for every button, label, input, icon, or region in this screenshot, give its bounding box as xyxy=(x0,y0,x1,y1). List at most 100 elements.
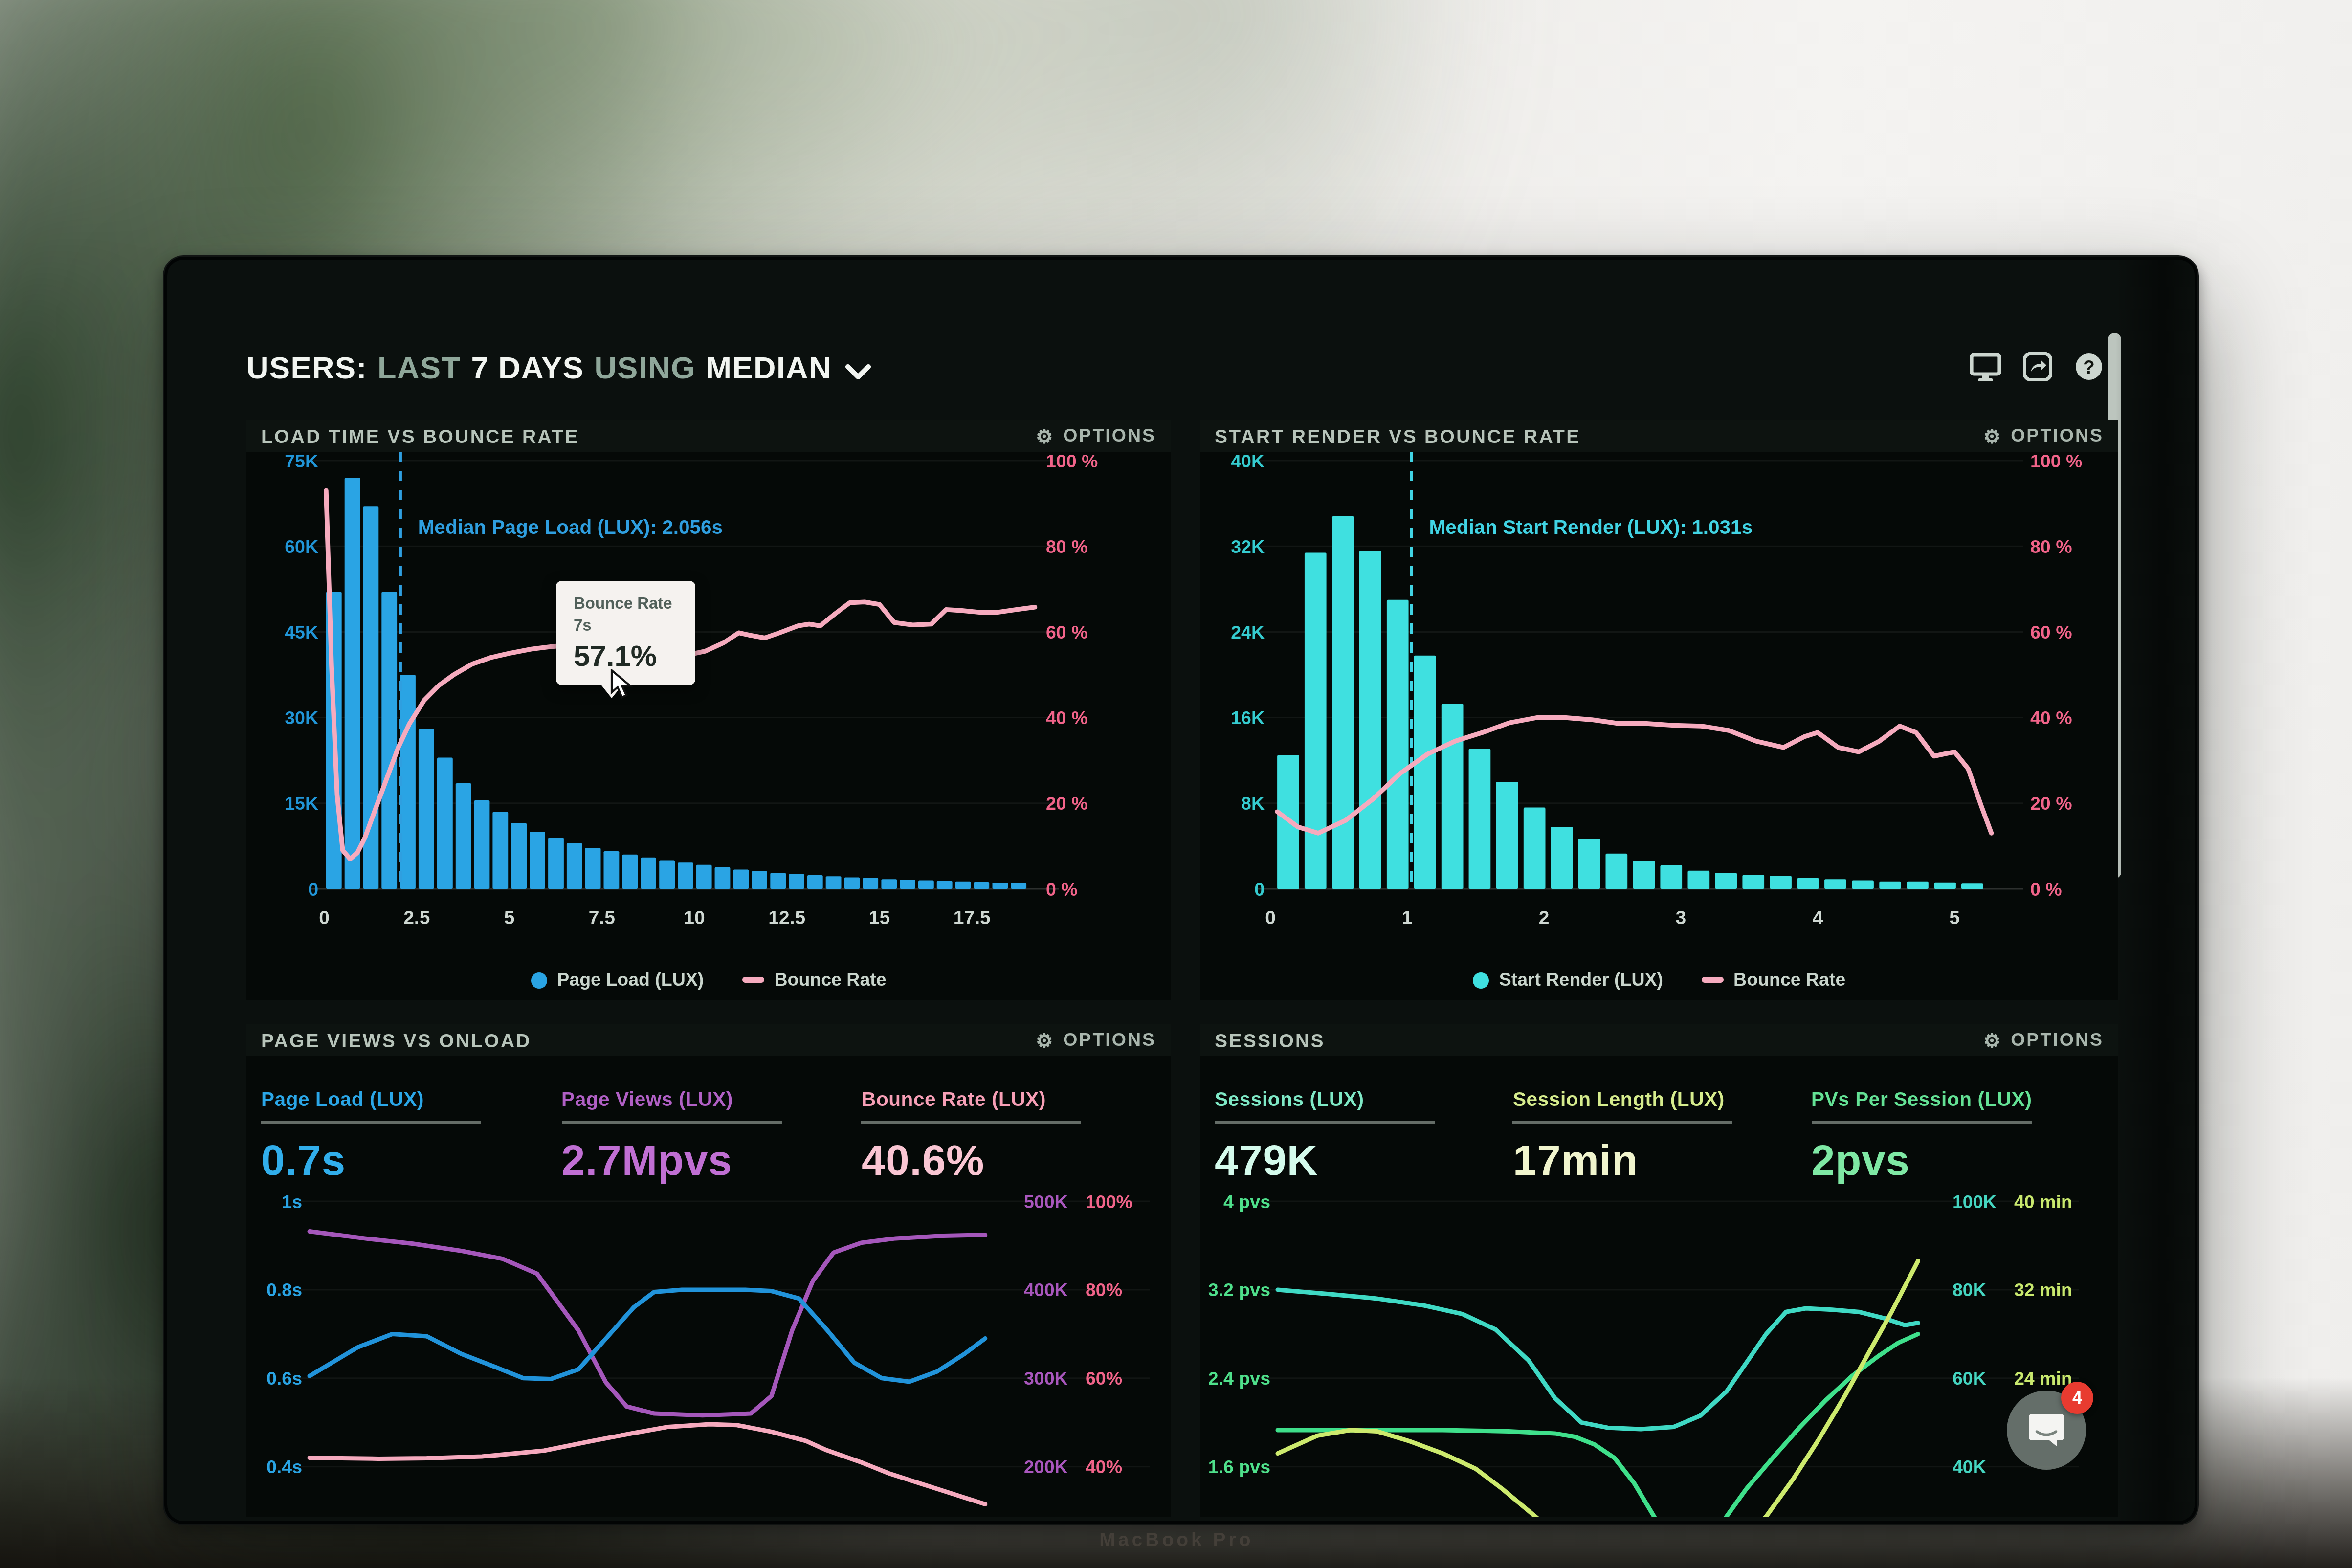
y-left-tick: 2.4 pvs xyxy=(1208,1368,1270,1389)
bar xyxy=(733,869,749,889)
page-title[interactable]: USERS:LAST7 DAYSUSINGMEDIAN xyxy=(246,351,871,389)
y-left-tick: 30K xyxy=(285,707,318,728)
metric-value: 40.6% xyxy=(862,1137,1156,1185)
bar xyxy=(993,883,1008,889)
bar xyxy=(511,823,527,889)
series-line xyxy=(310,1232,985,1415)
panel-load-time-vs-bounce-rate: LOAD TIME VS BOUNCE RATE ⚙OPTIONS 75K 100… xyxy=(246,420,1171,1000)
metric-pvs-per-session: PVs Per Session (LUX) 2pvs xyxy=(1811,1056,2104,1181)
bar xyxy=(1551,827,1573,889)
bar xyxy=(1797,878,1819,889)
metric-value: 2pvs xyxy=(1811,1137,2104,1185)
tooltip-bucket: 7s xyxy=(574,616,681,634)
share-icon[interactable] xyxy=(2023,352,2052,381)
y-left-tick: 4 pvs xyxy=(1223,1192,1270,1212)
tooltip-series: Bounce Rate xyxy=(574,594,681,612)
y-right-tick: 40 % xyxy=(1046,707,1087,728)
bars xyxy=(1277,516,1983,889)
legend-label: Page Load (LUX) xyxy=(557,970,704,990)
panel-title: LOAD TIME VS BOUNCE RATE xyxy=(261,425,579,447)
chevron-down-icon[interactable] xyxy=(845,353,871,389)
display-icon[interactable] xyxy=(1970,353,2001,381)
legend-item: Start Render (LUX) xyxy=(1473,970,1663,990)
y-left-tick: 24K xyxy=(1231,622,1265,642)
metrics-row: Sessions (LUX) 479K Session Length (LUX)… xyxy=(1215,1056,2109,1181)
bar xyxy=(1907,882,1929,889)
page-views-onload-chart: 1s500K100%0.8s400K80%0.6s300K60%0.4s200K… xyxy=(246,1181,1171,1517)
options-button[interactable]: ⚙OPTIONS xyxy=(1036,425,1156,446)
y-right-tick: 60% xyxy=(1086,1368,1122,1389)
metric-underline xyxy=(261,1121,481,1124)
bar xyxy=(492,812,508,889)
legend-dash-marker xyxy=(1701,977,1723,983)
metric-bounce-rate: Bounce Rate (LUX) 40.6% xyxy=(862,1056,1156,1181)
bar xyxy=(1578,839,1600,889)
metric-label: Session Length (LUX) xyxy=(1513,1056,1805,1110)
x-tick: 17.5 xyxy=(954,907,991,928)
bar xyxy=(1770,876,1792,889)
dashboard-header: USERS:LAST7 DAYSUSINGMEDIAN ? xyxy=(246,345,2107,398)
bar xyxy=(1469,749,1491,889)
bar xyxy=(955,882,971,889)
series-line xyxy=(310,1290,985,1382)
metric-underline xyxy=(862,1121,1082,1124)
title-segment: USING xyxy=(594,351,695,384)
macbook-branding: MacBook Pro xyxy=(0,1528,2352,1550)
laptop: USERS:LAST7 DAYSUSINGMEDIAN ? LOAD TIME … xyxy=(163,255,2199,1525)
gear-icon: ⚙ xyxy=(1983,1031,2002,1050)
help-icon[interactable]: ? xyxy=(2074,352,2104,381)
metric-session-length: Session Length (LUX) 17min xyxy=(1513,1056,1805,1181)
bar xyxy=(1305,552,1327,889)
metric-label: Page Load (LUX) xyxy=(261,1056,555,1110)
options-button[interactable]: ⚙OPTIONS xyxy=(1036,1030,1156,1050)
bar xyxy=(1359,551,1381,889)
panel-header: START RENDER VS BOUNCE RATE ⚙OPTIONS xyxy=(1200,420,2118,452)
intercom-chat-button[interactable]: 4 xyxy=(2007,1391,2086,1470)
y-left-tick: 15K xyxy=(285,793,318,814)
y-right-tick: 40% xyxy=(1086,1457,1122,1477)
y-right-tick: 40 min xyxy=(2014,1192,2072,1212)
x-tick: 3 xyxy=(1676,907,1686,928)
bar xyxy=(1961,883,1983,889)
y-left-tick: 75K xyxy=(285,451,318,471)
metric-sessions: Sessions (LUX) 479K xyxy=(1215,1056,1507,1181)
title-segment: USERS: xyxy=(246,351,367,384)
bar xyxy=(715,867,731,889)
bar xyxy=(1742,875,1764,889)
bar xyxy=(844,878,860,889)
x-tick: 5 xyxy=(504,907,515,928)
y-left-tick: 0 xyxy=(1254,879,1265,900)
options-button[interactable]: ⚙OPTIONS xyxy=(1983,1030,2104,1050)
bar xyxy=(1688,871,1710,889)
metric-label: Page Views (LUX) xyxy=(561,1056,856,1110)
bar xyxy=(1715,873,1737,889)
title-segment: MEDIAN xyxy=(706,351,832,384)
tooltip-value: 57.1% xyxy=(574,640,681,673)
bar xyxy=(1496,782,1518,889)
mouse-cursor xyxy=(610,669,634,707)
bar xyxy=(900,880,915,889)
y-right-tick: 200K xyxy=(1024,1457,1068,1477)
gear-icon: ⚙ xyxy=(1036,1031,1054,1050)
y-right-tick: 80 % xyxy=(2030,536,2072,557)
bar xyxy=(585,848,601,889)
legend: Page Load (LUX)Bounce Rate xyxy=(246,970,1171,990)
bar xyxy=(1660,865,1682,889)
y-right-tick: 100 % xyxy=(1046,451,1098,471)
bar xyxy=(1934,883,1956,889)
metric-value: 0.7s xyxy=(261,1137,555,1185)
options-button[interactable]: ⚙OPTIONS xyxy=(1983,425,2104,446)
y-right-tick: 0 % xyxy=(1046,879,1078,900)
y-left-tick: 0.8s xyxy=(266,1280,302,1300)
bounce-rate-line xyxy=(1277,718,1991,833)
bar xyxy=(400,675,416,889)
y-right-tick: 400K xyxy=(1024,1280,1068,1300)
bar xyxy=(567,843,582,889)
metric-label: Sessions (LUX) xyxy=(1215,1056,1507,1110)
bar xyxy=(1011,883,1026,889)
x-tick: 2 xyxy=(1539,907,1550,928)
title-segment: 7 DAYS xyxy=(471,351,584,384)
bar xyxy=(345,478,360,889)
panel-start-render-vs-bounce-rate: START RENDER VS BOUNCE RATE ⚙OPTIONS 40K… xyxy=(1200,420,2118,1000)
metrics-row: Page Load (LUX) 0.7s Page Views (LUX) 2.… xyxy=(261,1056,1162,1181)
